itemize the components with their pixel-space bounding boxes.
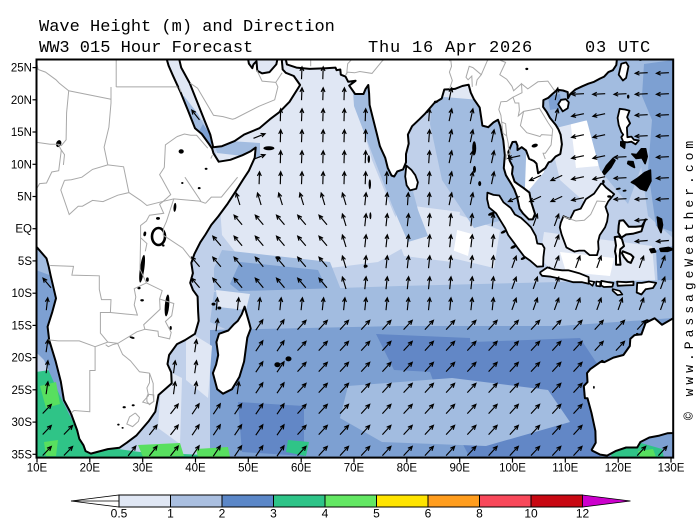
svg-text:20N: 20N <box>11 95 32 107</box>
svg-text:25S: 25S <box>12 385 33 397</box>
svg-text:25N: 25N <box>11 63 32 75</box>
svg-text:1: 1 <box>167 507 174 521</box>
svg-text:15N: 15N <box>11 127 32 139</box>
svg-text:15S: 15S <box>12 320 33 332</box>
svg-text:30S: 30S <box>12 417 33 429</box>
svg-text:50E: 50E <box>238 463 259 475</box>
svg-text:80E: 80E <box>397 463 418 475</box>
svg-text:Wave Height (m) and Direction: Wave Height (m) and Direction <box>39 18 335 37</box>
svg-text:3: 3 <box>270 507 277 521</box>
svg-text:130E: 130E <box>658 463 685 475</box>
svg-text:20E: 20E <box>80 463 101 475</box>
svg-text:10: 10 <box>524 507 538 521</box>
svg-text:8: 8 <box>476 507 483 521</box>
svg-text:5S: 5S <box>18 256 32 268</box>
svg-text:10E: 10E <box>27 463 48 475</box>
svg-text:© www.PassageWeather.com: © www.PassageWeather.com <box>682 137 697 420</box>
svg-text:4: 4 <box>322 507 329 521</box>
svg-text:60E: 60E <box>291 463 312 475</box>
svg-text:10S: 10S <box>12 288 33 300</box>
svg-text:5: 5 <box>373 507 380 521</box>
svg-text:35S: 35S <box>12 449 33 461</box>
svg-text:Thu 16 Apr 2026: Thu 16 Apr 2026 <box>368 39 533 58</box>
svg-text:2: 2 <box>219 507 226 521</box>
svg-text:90E: 90E <box>449 463 470 475</box>
svg-text:5N: 5N <box>17 192 32 204</box>
svg-text:EQ: EQ <box>15 224 32 236</box>
svg-text:110E: 110E <box>552 463 578 475</box>
svg-text:WW3 015 Hour Forecast: WW3 015 Hour Forecast <box>39 39 253 58</box>
svg-text:20S: 20S <box>12 353 33 365</box>
svg-text:03 UTC: 03 UTC <box>585 39 651 58</box>
svg-text:0.5: 0.5 <box>111 507 128 521</box>
svg-text:40E: 40E <box>185 463 206 475</box>
svg-text:6: 6 <box>425 507 432 521</box>
svg-text:100E: 100E <box>499 463 526 475</box>
svg-text:70E: 70E <box>344 463 365 475</box>
svg-text:120E: 120E <box>605 463 632 475</box>
svg-text:10N: 10N <box>11 159 32 171</box>
svg-text:30E: 30E <box>132 463 153 475</box>
svg-text:12: 12 <box>576 507 590 521</box>
